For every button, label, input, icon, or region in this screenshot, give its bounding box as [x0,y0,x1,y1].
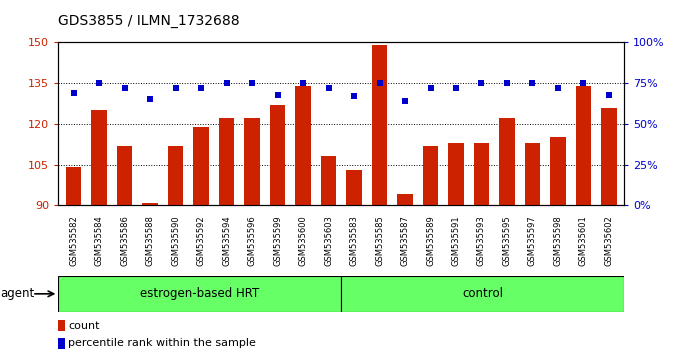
Text: GDS3855 / ILMN_1732688: GDS3855 / ILMN_1732688 [58,14,240,28]
Bar [602,108,617,205]
Bar [474,143,489,205]
Bar [550,137,566,205]
Bar [423,145,438,205]
Text: percentile rank within the sample: percentile rank within the sample [68,338,256,348]
Bar [397,194,413,205]
Text: estrogen-based HRT: estrogen-based HRT [140,287,259,300]
Bar [296,86,311,205]
Bar [66,167,81,205]
Bar [525,143,540,205]
Bar [58,320,65,331]
Bar [117,145,132,205]
Bar [499,119,514,205]
Bar [270,105,285,205]
Bar [321,156,336,205]
Bar [449,143,464,205]
Bar [372,45,387,205]
Text: control: control [462,287,504,300]
Bar [576,86,591,205]
Bar [143,202,158,205]
Bar [58,276,341,312]
Text: agent: agent [0,287,34,300]
Bar [91,110,107,205]
Bar [341,276,624,312]
Bar [244,119,260,205]
Bar [219,119,234,205]
Bar [346,170,362,205]
Text: count: count [68,321,99,331]
Bar [168,145,183,205]
Bar [58,338,65,349]
Bar [193,127,209,205]
